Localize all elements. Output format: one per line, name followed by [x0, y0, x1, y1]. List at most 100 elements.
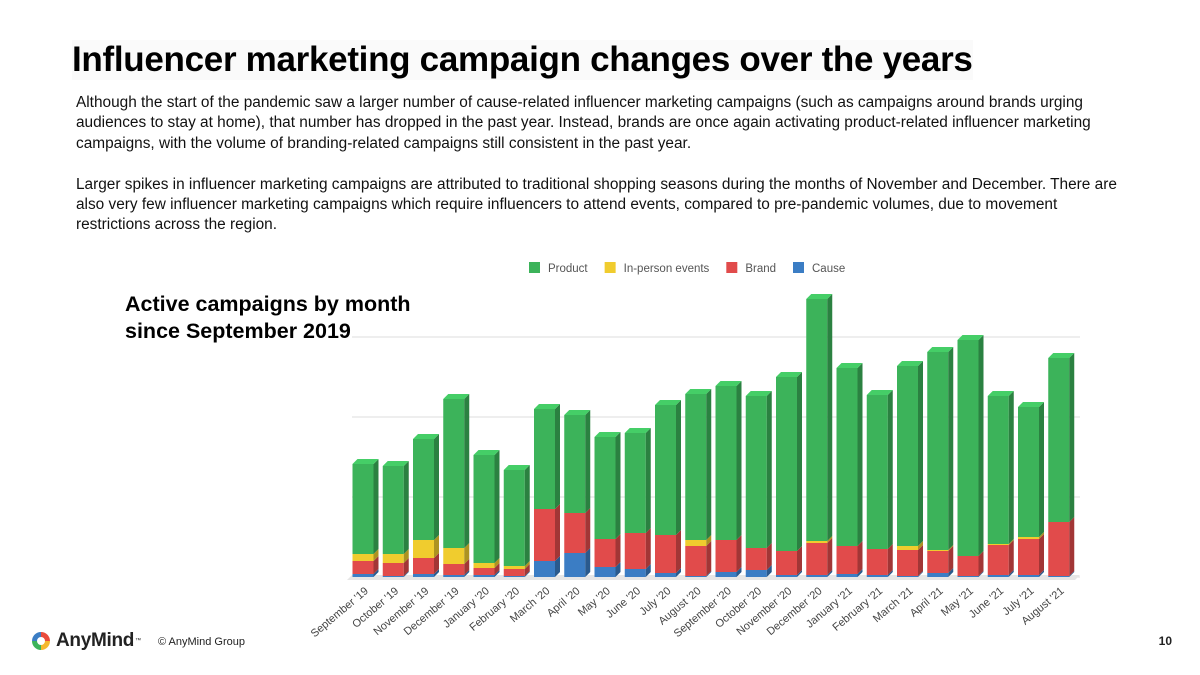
bar-brand-november-20	[776, 546, 802, 575]
bar-top-december-20	[806, 294, 833, 299]
bar-top-april-20	[564, 410, 591, 415]
bar-face	[473, 563, 495, 568]
bar-top-march-21	[897, 361, 923, 366]
bar-brand-june-21	[987, 540, 1014, 575]
bar-top-september-19	[352, 459, 379, 464]
bar-side	[676, 400, 681, 535]
bar-cause-august-21	[1048, 571, 1075, 577]
bar-in-person-events-january-20	[473, 558, 500, 568]
bar-side	[434, 434, 439, 540]
bar-cause-september-19	[352, 569, 379, 577]
bar-top-march-20	[534, 404, 560, 409]
bar-side	[645, 528, 651, 569]
bar-side	[827, 536, 833, 543]
slide-title: Influencer marketing campaign changes ov…	[72, 40, 973, 80]
bar-cause-may-21	[957, 571, 984, 577]
bar-cause-november-19	[413, 569, 439, 577]
bar-side	[585, 410, 591, 513]
bar-face	[806, 541, 828, 543]
bar-product-january-21	[836, 363, 863, 546]
bar-face	[382, 563, 404, 576]
bar-brand-june-20	[624, 528, 651, 569]
bar-face	[473, 575, 495, 577]
bar-side	[645, 428, 651, 533]
bar-face	[715, 386, 737, 540]
bar-stack-june-20	[624, 428, 651, 577]
bar-side	[918, 361, 923, 546]
bar-face	[503, 569, 525, 576]
bar-side	[434, 553, 439, 574]
bar-top-may-20	[594, 432, 621, 437]
anymind-logo: AnyMind ™	[30, 630, 141, 652]
chart-title-line-1: Active campaigns by month	[125, 292, 411, 316]
bar-side	[797, 372, 802, 551]
bar-product-january-20	[473, 450, 500, 563]
bar-side	[1008, 540, 1014, 575]
bar-face	[866, 575, 888, 577]
bar-cause-june-20	[624, 564, 651, 577]
bar-side	[736, 381, 742, 540]
bar-stack-december-19	[443, 394, 470, 577]
bar-side	[766, 565, 772, 577]
bar-face	[534, 561, 555, 577]
legend-item-cause: Cause	[793, 262, 845, 275]
bar-cause-october-20	[745, 565, 772, 577]
bar-stack-april-21	[927, 347, 954, 577]
bar-product-november-20	[776, 372, 802, 551]
bar-side	[403, 558, 409, 576]
bar-face	[836, 368, 858, 546]
bar-side	[887, 544, 893, 575]
bar-side	[978, 335, 984, 556]
bar-face	[655, 573, 676, 577]
bar-side	[676, 530, 681, 573]
bar-product-may-20	[594, 432, 621, 539]
bar-product-august-21	[1048, 353, 1075, 522]
bar-face	[806, 575, 828, 577]
bar-face	[1018, 539, 1039, 575]
description-paragraph-1: Although the start of the pandemic saw a…	[76, 94, 1091, 152]
bar-side	[464, 543, 470, 564]
bar-top-january-20	[473, 450, 500, 455]
bar-face	[564, 415, 586, 513]
bar-cause-february-20	[503, 571, 530, 577]
bar-side	[1039, 402, 1044, 537]
bar-face	[413, 439, 434, 540]
description-text: Although the start of the pandemic saw a…	[76, 93, 1126, 236]
bar-stack-april-20	[564, 410, 591, 577]
legend-label-brand: Brand	[745, 263, 776, 275]
description-paragraph-2: Larger spikes in influencer marketing ca…	[76, 175, 1117, 234]
bar-side	[494, 563, 500, 575]
bar-brand-march-20	[534, 504, 560, 561]
bar-product-april-21	[927, 347, 954, 550]
bar-in-person-events-october-19	[382, 549, 409, 563]
bar-brand-december-20	[806, 538, 833, 575]
bar-cause-december-19	[443, 570, 470, 577]
bar-face	[564, 553, 586, 577]
bar-side	[706, 541, 712, 576]
bar-face	[503, 470, 525, 566]
bar-face	[1018, 575, 1039, 577]
legend-item-product: Product	[529, 262, 588, 275]
bar-product-august-20	[685, 389, 712, 540]
bar-face	[382, 554, 404, 563]
bar-cause-december-20	[806, 570, 833, 577]
bar-product-october-20	[745, 391, 772, 548]
legend-item-in-person-events: In-person events	[604, 262, 710, 275]
bar-brand-january-21	[836, 541, 863, 574]
bar-face	[352, 464, 374, 554]
bar-face	[1048, 522, 1070, 576]
bar-face	[624, 533, 646, 569]
bar-product-february-21	[866, 390, 893, 549]
bar-brand-april-20	[564, 508, 591, 553]
bar-side	[494, 450, 500, 563]
bar-cause-april-20	[564, 548, 591, 577]
bar-top-october-20	[745, 391, 772, 396]
bar-face	[685, 394, 707, 540]
legend-label-in-person-events: In-person events	[624, 263, 710, 275]
bar-face	[624, 569, 646, 577]
bar-side	[827, 570, 833, 577]
bar-face	[987, 396, 1009, 544]
bar-brand-april-21	[927, 546, 954, 573]
bar-face	[413, 558, 434, 574]
